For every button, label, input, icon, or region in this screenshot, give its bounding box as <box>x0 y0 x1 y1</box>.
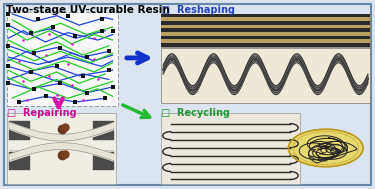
Text: □  Recycling: □ Recycling <box>161 108 230 118</box>
FancyBboxPatch shape <box>8 113 116 184</box>
FancyBboxPatch shape <box>161 113 300 184</box>
Text: □  Repairing: □ Repairing <box>8 108 77 118</box>
FancyBboxPatch shape <box>161 21 370 25</box>
FancyBboxPatch shape <box>93 121 114 139</box>
FancyBboxPatch shape <box>161 36 370 39</box>
Circle shape <box>288 129 363 167</box>
FancyBboxPatch shape <box>161 48 370 103</box>
FancyBboxPatch shape <box>93 152 114 170</box>
FancyBboxPatch shape <box>161 43 370 47</box>
FancyBboxPatch shape <box>161 25 370 28</box>
FancyBboxPatch shape <box>161 14 370 17</box>
Text: □  Reshaping: □ Reshaping <box>161 5 236 15</box>
FancyBboxPatch shape <box>9 121 30 139</box>
FancyBboxPatch shape <box>161 17 370 21</box>
FancyBboxPatch shape <box>9 152 30 170</box>
FancyBboxPatch shape <box>161 32 370 36</box>
Text: Two-stage UV-curable Resin: Two-stage UV-curable Resin <box>6 5 170 15</box>
FancyBboxPatch shape <box>161 28 370 32</box>
FancyBboxPatch shape <box>161 14 370 47</box>
FancyBboxPatch shape <box>161 39 370 43</box>
FancyBboxPatch shape <box>4 5 370 185</box>
FancyBboxPatch shape <box>8 12 118 106</box>
